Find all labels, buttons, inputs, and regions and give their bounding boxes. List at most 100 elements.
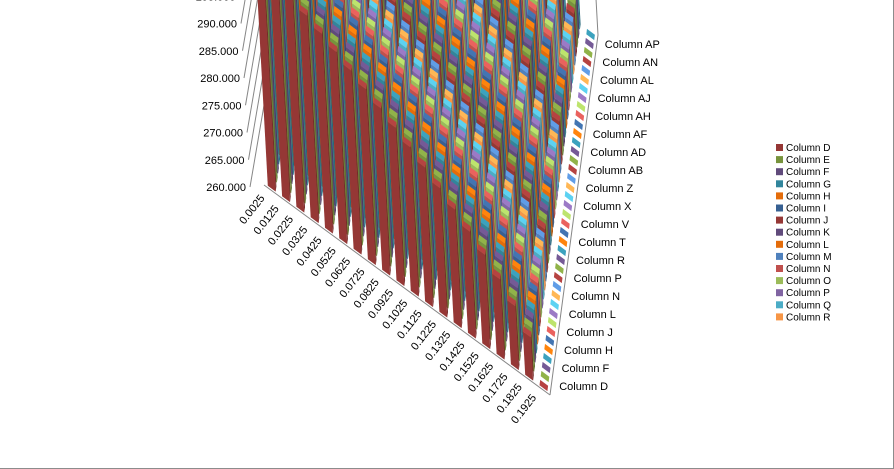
z-tick-label: 265.000 [205,155,245,167]
z-gridline [245,0,265,106]
legend-label: Column Q [786,300,831,311]
z-tick-label: 285.000 [199,46,239,58]
bar [314,22,334,234]
bar [561,217,570,230]
legend-label: Column E [786,155,830,166]
bar [577,91,587,104]
bar [581,64,591,77]
legend-swatch [776,240,783,248]
bar [567,172,576,185]
depth-tick-label: Column AD [590,147,646,159]
bar [462,220,477,339]
legend-label: Column R [786,312,830,323]
bar [544,343,553,356]
depth-tick-label: Column H [564,345,613,357]
bar [539,379,549,392]
legend-label: Column P [786,288,830,299]
legend-item: Column P [776,288,830,299]
bar [541,361,551,374]
depth-tick-label: Column AL [600,75,654,87]
bar [557,244,567,257]
chart-bars [257,0,595,392]
bar [563,199,573,212]
legend-item: Column G [776,179,831,190]
bar [558,235,568,248]
x-axis-line [263,184,551,396]
bar [579,82,588,95]
depth-tick-label: Column D [559,381,608,393]
z-gridline [248,0,277,160]
legend-item: Column Q [776,300,831,311]
bar [257,0,277,192]
bar [447,198,463,329]
legend-item: Column E [776,155,830,166]
bar [432,177,448,318]
bar [545,334,555,347]
depth-tick-label: Column AH [595,111,651,123]
legend-item: Column F [776,167,829,178]
legend-label: Column I [786,204,826,215]
bar [580,73,589,86]
legend-swatch [776,156,783,164]
bar [417,156,434,308]
bar [583,46,593,59]
z-tick-label: 260.000 [206,182,246,194]
bar [522,326,534,381]
bar [574,118,583,131]
depth-tick-label: Column F [562,363,610,375]
bar [575,109,585,122]
legend-label: Column K [786,228,830,239]
legend-item: Column N [776,264,830,275]
bar [373,97,391,276]
legend-item: Column R [776,312,830,323]
legend-item: Column J [776,216,828,227]
legend-label: Column J [786,216,828,227]
bar [546,325,556,338]
z-gridline [246,0,271,133]
depth-tick-label: Column R [576,255,625,267]
legend-label: Column D [786,143,830,154]
depth-tick-label: Column V [581,219,630,231]
legend-swatch [776,277,783,285]
z-gridline [243,0,258,79]
z-tick-label: 275.000 [202,100,242,112]
bar [343,59,363,255]
legend-swatch [776,192,783,200]
legend-item: Column M [776,252,832,263]
bar [559,226,569,239]
depth-axis-line [549,0,599,396]
bar [556,253,565,266]
depth-tick-label: Column AN [602,57,658,69]
legend-label: Column O [786,276,831,287]
bar [565,181,575,194]
legend-label: Column N [786,264,830,275]
legend-swatch [776,252,783,260]
bar [271,0,291,203]
bar [543,352,552,365]
bar [551,289,561,302]
legend-label: Column L [786,240,829,251]
legend-swatch [776,228,783,236]
bar [552,280,562,293]
legend-item: Column K [776,228,830,239]
depth-tick-label: Column T [578,237,626,249]
bar [358,78,377,266]
bar [568,163,577,176]
legend-label: Column G [786,179,831,190]
legend-label: Column H [786,191,830,202]
depth-tick-label: Column AF [593,129,648,141]
depth-tick-label: Column AB [588,165,643,177]
bar [570,145,580,158]
depth-tick-label: Column X [583,201,632,213]
z-tick-label: 270.000 [203,128,243,140]
bar [285,0,305,213]
legend-swatch [776,301,783,309]
bar [564,190,574,203]
z-tick-label: 290.000 [197,19,237,31]
bar [582,55,592,68]
bar [507,295,520,371]
legend-item: Column O [776,276,831,287]
